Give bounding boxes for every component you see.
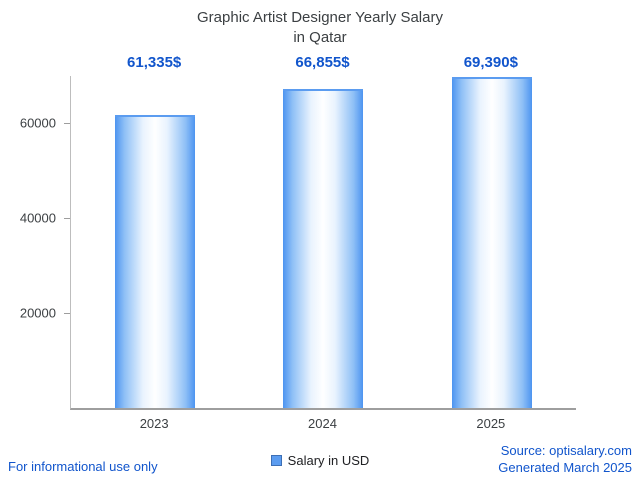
title-line-2: in Qatar xyxy=(293,28,347,46)
y-axis-tick-label: 20000 xyxy=(19,305,56,321)
bar-value-label: 61,335$ xyxy=(127,54,182,71)
bar-value-label: 69,390$ xyxy=(463,54,518,71)
plot-area xyxy=(70,76,576,410)
bar xyxy=(451,76,532,408)
x-axis-label: 2025 xyxy=(476,416,506,431)
bar xyxy=(283,88,364,408)
y-axis-tick-label: 40000 xyxy=(19,210,56,226)
y-axis-labels: 20000 40000 60000 xyxy=(0,76,62,408)
bar-value-labels: 61,335$ 66,855$ 69,390$ xyxy=(70,54,575,71)
y-axis-tick-mark xyxy=(64,218,70,220)
bars-container xyxy=(71,76,576,408)
bar-value-label: 66,855$ xyxy=(295,54,350,71)
x-axis-label: 2023 xyxy=(139,416,169,431)
footer-source-block: Source: optisalary.com Generated March 2… xyxy=(498,442,632,476)
footer-source[interactable]: Source: optisalary.com xyxy=(500,443,632,458)
legend-label: Salary in USD xyxy=(287,453,370,468)
y-axis-tick-mark xyxy=(64,123,70,125)
x-axis-labels: 2023 2024 2025 xyxy=(70,416,575,431)
legend-swatch-icon xyxy=(270,455,282,466)
y-axis-tick-mark xyxy=(64,313,70,315)
bar-group xyxy=(239,76,407,408)
legend: Salary in USD xyxy=(0,453,640,468)
bar-group xyxy=(408,76,576,408)
y-axis-tick-label: 60000 xyxy=(19,115,56,131)
page-title: Graphic Artist Designer Yearly Salary in… xyxy=(0,8,640,47)
footer-disclaimer: For informational use only xyxy=(8,459,158,474)
bar-group xyxy=(71,76,239,408)
bar xyxy=(115,115,196,408)
footer-generated: Generated March 2025 xyxy=(498,460,632,475)
x-axis-label: 2024 xyxy=(308,416,337,431)
title-line-1: Graphic Artist Designer Yearly Salary xyxy=(197,9,443,26)
